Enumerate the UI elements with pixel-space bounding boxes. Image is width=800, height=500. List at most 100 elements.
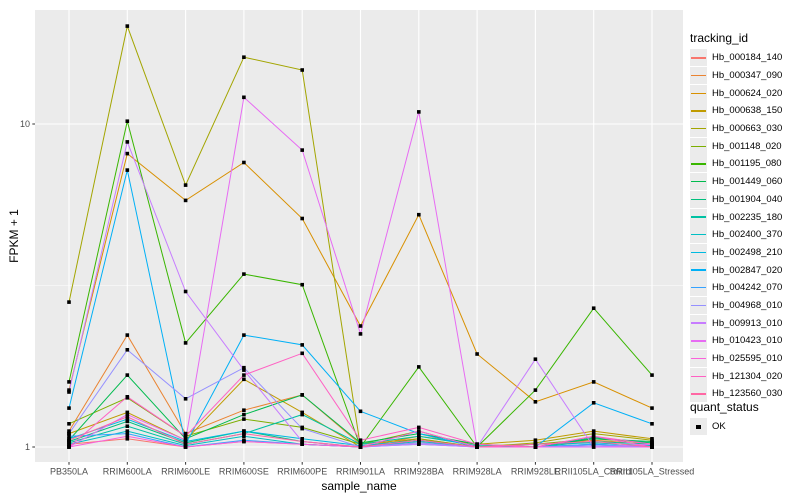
legend-entry: Hb_004242_070 (690, 279, 800, 297)
legend-line-icon (691, 375, 706, 377)
data-point (417, 431, 421, 436)
data-point (125, 437, 130, 441)
data-point (125, 424, 130, 428)
data-point (242, 368, 246, 372)
legend-key-swatch (690, 385, 707, 403)
data-point (183, 289, 188, 294)
data-point (591, 306, 596, 310)
legend-line-icon (691, 198, 706, 201)
legend-entry: Hb_002498_210 (690, 243, 800, 262)
data-point (417, 438, 421, 442)
legend-line-icon (691, 163, 706, 165)
data-point (125, 434, 130, 438)
data-point (125, 412, 130, 417)
legend-key-swatch (690, 120, 707, 138)
x-tick-label: RRIM600LA (103, 467, 152, 477)
data-point (125, 431, 130, 436)
data-point (300, 68, 304, 72)
data-point (125, 168, 130, 172)
legend-line-icon (691, 234, 706, 236)
x-axis-title: sample_name (321, 479, 397, 493)
data-point (242, 377, 246, 382)
x-tick-label: RRIM901LA (336, 467, 385, 477)
data-point (242, 439, 246, 444)
data-point (125, 333, 130, 337)
legend-key-swatch (690, 332, 707, 350)
data-point (183, 434, 188, 438)
legend-entry: Hb_004968_010 (690, 296, 800, 315)
data-point (417, 434, 421, 438)
data-point (125, 395, 130, 399)
data-point (533, 445, 538, 449)
legend-line-icon (691, 216, 706, 218)
data-point (242, 429, 246, 433)
data-point (417, 212, 421, 217)
legend-key-swatch (690, 67, 707, 85)
data-point (300, 412, 304, 417)
legend-key-swatch (690, 279, 707, 297)
legend-entry: Hb_123560_030 (690, 385, 800, 403)
data-point (125, 373, 130, 377)
quant-legend-label: OK (712, 421, 726, 433)
quant-status-legend: quant_status OK (690, 400, 800, 436)
legend-key-swatch (690, 173, 707, 191)
legend-line-icon (691, 322, 706, 324)
data-point (67, 380, 71, 384)
tracking-id-legend: tracking_id Hb_000184_140 Hb_000347_090 Hb… (690, 31, 800, 403)
legend-key-swatch (690, 367, 707, 385)
legend-entry-label: Hb_002400_370 (712, 229, 783, 241)
data-point (242, 365, 246, 370)
data-point (183, 183, 188, 187)
x-tick-label: RRIM600LE (161, 467, 210, 477)
legend-entry: Hb_001195_080 (690, 155, 800, 173)
data-point (591, 401, 596, 405)
data-point (67, 445, 71, 449)
data-point (533, 388, 538, 392)
legend-line-icon (691, 393, 706, 395)
data-point (67, 422, 71, 426)
panel-background (35, 10, 683, 462)
legend-key-swatch (690, 208, 707, 226)
legend-entry-label: Hb_001195_080 (712, 158, 782, 170)
data-point (242, 55, 246, 59)
data-point (242, 333, 246, 337)
data-point (300, 426, 304, 431)
legend-line-icon (691, 145, 706, 147)
legend-key-swatch (690, 314, 707, 332)
y-axis-ticks: 1 10 (20, 119, 35, 452)
data-point (417, 429, 421, 433)
x-tick-label: RRIM928LA (453, 467, 502, 477)
data-point (183, 341, 188, 345)
legend-entry-label: Hb_002235_180 (712, 211, 783, 223)
legend-entry-label: Hb_001904_040 (712, 193, 783, 205)
data-point (650, 373, 654, 377)
legend-entry-label: Hb_025595_010 (712, 353, 783, 365)
legend-entry: Hb_000624_020 (690, 84, 800, 102)
data-point (300, 442, 304, 446)
data-point (417, 425, 421, 430)
legend-entry: Hb_025595_010 (690, 350, 800, 368)
data-point (242, 373, 246, 377)
data-point (417, 442, 421, 446)
legend-line-icon (691, 92, 706, 94)
legend-entry-label: Hb_002498_210 (712, 246, 783, 258)
data-point (533, 442, 538, 446)
data-point (591, 439, 596, 444)
legend-entry-label: Hb_123560_030 (712, 388, 783, 400)
legend-entry: Hb_121304_020 (690, 367, 800, 385)
data-point (242, 272, 246, 276)
quant-legend-entry: OK (690, 418, 800, 436)
data-point (67, 406, 71, 410)
legend-entry: Hb_000663_030 (690, 120, 800, 138)
data-point (125, 429, 130, 433)
quant-key-swatch (690, 418, 707, 436)
legend-entry-label: Hb_009913_010 (712, 317, 783, 329)
data-point (650, 406, 654, 410)
legend-key-swatch (690, 350, 707, 368)
legend-line-icon (691, 110, 706, 112)
legend-line-icon (691, 251, 706, 254)
data-point (67, 434, 71, 438)
legend-entry-label: Hb_010423_010 (712, 335, 783, 347)
x-tick-label: RRIM600PE (277, 467, 327, 477)
legend-key-swatch (690, 261, 707, 279)
